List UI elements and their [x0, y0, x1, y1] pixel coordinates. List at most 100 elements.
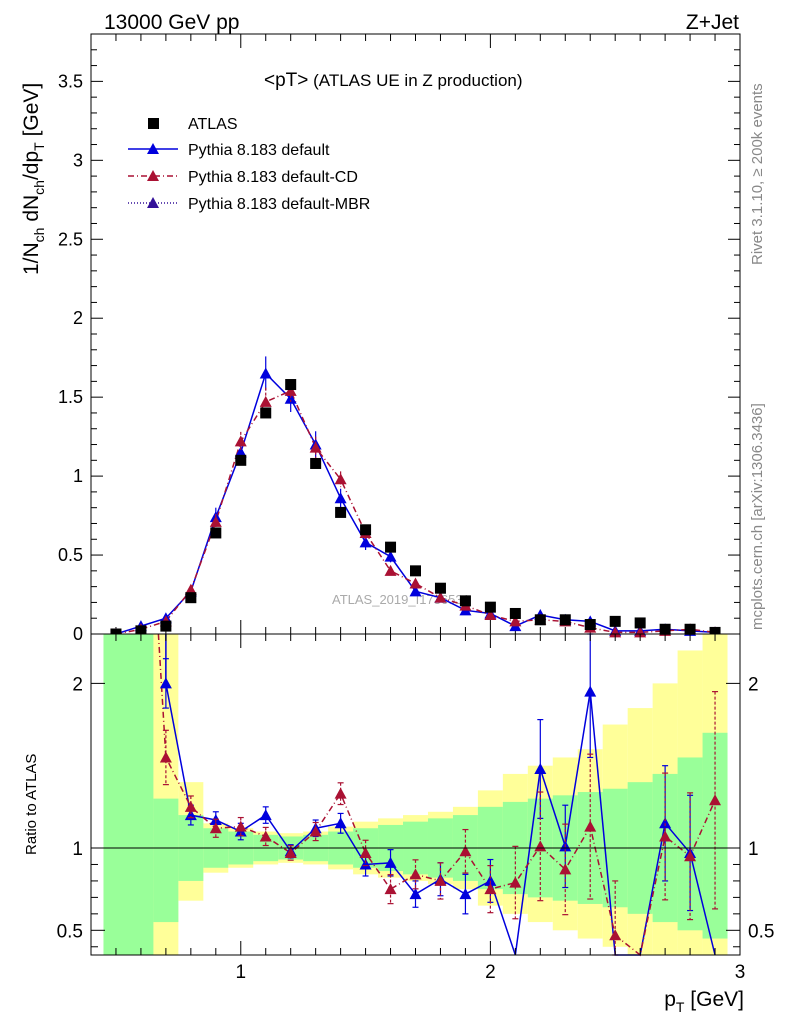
ratio-y-axis-label: Ratio to ATLAS [23, 754, 40, 855]
main-marker-default [359, 536, 372, 548]
ylabel-part-e: /dp [20, 151, 43, 180]
ratio-ytick-label-right: 0.5 [748, 921, 774, 942]
main-marker-default [384, 550, 397, 562]
main-marker-atlas [185, 592, 197, 604]
ratio-marker-default [659, 817, 672, 829]
main-marker-atlas [285, 379, 297, 391]
ratio-marker-cd [409, 868, 422, 880]
main-marker-cd [334, 473, 347, 485]
main-ytick-label: 0 [73, 624, 83, 644]
ylabel-part-c: dN [20, 195, 43, 228]
main-marker-cd [634, 626, 647, 638]
ratio-marker-cd [684, 850, 697, 862]
main-panel: 0 0.5 1 1.5 2 2.5 3 3.5 [58, 33, 741, 644]
main-ytick-label: 3 [73, 150, 83, 170]
xlabel-part-b: T [676, 999, 685, 1015]
main-marker-cd [184, 583, 197, 595]
ratio-marker-cd [459, 845, 472, 857]
ylabel-part-b: ch [31, 228, 47, 243]
main-marker-cd [609, 626, 622, 638]
mcplots-source-label: mcplots.cern.ch [arXiv:1306.3436] [749, 403, 766, 630]
ratio-marker-default [259, 809, 272, 821]
main-ytick-label: 1.5 [58, 387, 83, 407]
main-marker-cd [209, 515, 222, 527]
main-marker-atlas [410, 565, 421, 577]
main-marker-atlas [310, 457, 322, 469]
main-marker-atlas [509, 607, 521, 619]
main-marker-atlas [335, 506, 347, 518]
main-marker-cd [259, 395, 272, 407]
main-marker-atlas [434, 582, 446, 594]
main-marker-atlas [659, 623, 671, 635]
ratio-marker-cd [234, 820, 247, 832]
legend: ATLAS Pythia 8.183 default Pythia 8.183 … [128, 116, 370, 213]
main-marker-default [284, 392, 297, 404]
ratio-marker-cd [534, 840, 547, 852]
main-marker-atlas [360, 524, 372, 536]
ratio-marker-default [359, 858, 372, 870]
main-ytick-label: 2.5 [58, 229, 83, 249]
main-marker-atlas [235, 454, 247, 466]
main-marker-atlas [584, 619, 596, 631]
ratio-ytick-label-left: 2 [72, 674, 83, 695]
main-marker-default [259, 367, 272, 379]
ratio-marker-cd [434, 874, 447, 886]
main-marker-atlas [160, 620, 172, 632]
legend-marker-default [147, 143, 159, 154]
ratio-marker-cd [584, 820, 597, 832]
main-marker-atlas [135, 625, 147, 637]
legend-marker-atlas [148, 118, 159, 129]
main-marker-atlas [385, 541, 397, 553]
ratio-marker-default [584, 685, 597, 697]
ylabel-part-f: T [31, 142, 47, 151]
ratio-marker-cd [384, 883, 397, 895]
main-marker-cd [509, 615, 522, 627]
ratio-xtick-label: 3 [735, 962, 746, 983]
analysis-watermark: ATLAS_2019_I1736531 [332, 592, 470, 607]
main-marker-default [234, 446, 247, 458]
ratio-xtick-label: 2 [485, 962, 496, 983]
ratio-marker-cd [284, 846, 297, 858]
main-marker-atlas [210, 527, 222, 539]
ratio-marker-default [409, 888, 422, 900]
main-marker-cd [284, 384, 297, 396]
main-marker-default [409, 585, 422, 597]
main-ytick-label: 1 [73, 466, 83, 486]
ratio-band-green [103, 634, 154, 955]
main-marker-default [334, 492, 347, 504]
main-marker-atlas [559, 614, 571, 626]
process-label: Z+Jet [686, 11, 739, 34]
main-marker-cd [234, 435, 247, 447]
main-marker-cd [484, 609, 497, 621]
ratio-marker-cd [559, 863, 572, 875]
ratio-band-green [153, 798, 179, 923]
ratio-ytick-label-left: 1 [72, 839, 83, 860]
main-y-axis-label: 1/Nch dNch/dpT [GeV] [20, 83, 47, 275]
xlabel-part-a: p [664, 988, 676, 1011]
ratio-marker-default [384, 856, 397, 868]
ratio-panel: 0.5 0.5 1 1 2 2 1 2 3 [57, 633, 774, 983]
main-marker-atlas [609, 615, 621, 627]
main-marker-cd [384, 564, 397, 576]
main-marker-atlas [534, 614, 546, 626]
rivet-events-label: Rivet 3.1.10, ≥ 200k events [749, 83, 766, 265]
ratio-ytick-label-right: 2 [748, 674, 759, 695]
main-ytick-label: 2 [73, 308, 83, 328]
main-marker-atlas [484, 601, 496, 613]
ratio-marker-cd [334, 787, 347, 799]
main-series-layer [109, 356, 722, 640]
ratio-marker-cd [484, 883, 497, 895]
ylabel-part-g: [GeV] [20, 83, 43, 143]
main-marker-atlas [459, 595, 471, 607]
legend-marker-mbr [147, 197, 159, 208]
chart-title: <pT> (ATLAS UE in Z production) [264, 70, 523, 91]
ratio-marker-cd [659, 830, 672, 842]
ratio-marker-cd [709, 794, 722, 806]
main-marker-atlas [634, 617, 646, 629]
ratio-marker-default [484, 874, 497, 886]
x-axis-label: pT [GeV] [664, 988, 744, 1015]
main-marker-cd [309, 441, 322, 453]
ratio-marker-cd [359, 846, 372, 858]
ratio-ytick-label-right: 1 [748, 839, 759, 860]
